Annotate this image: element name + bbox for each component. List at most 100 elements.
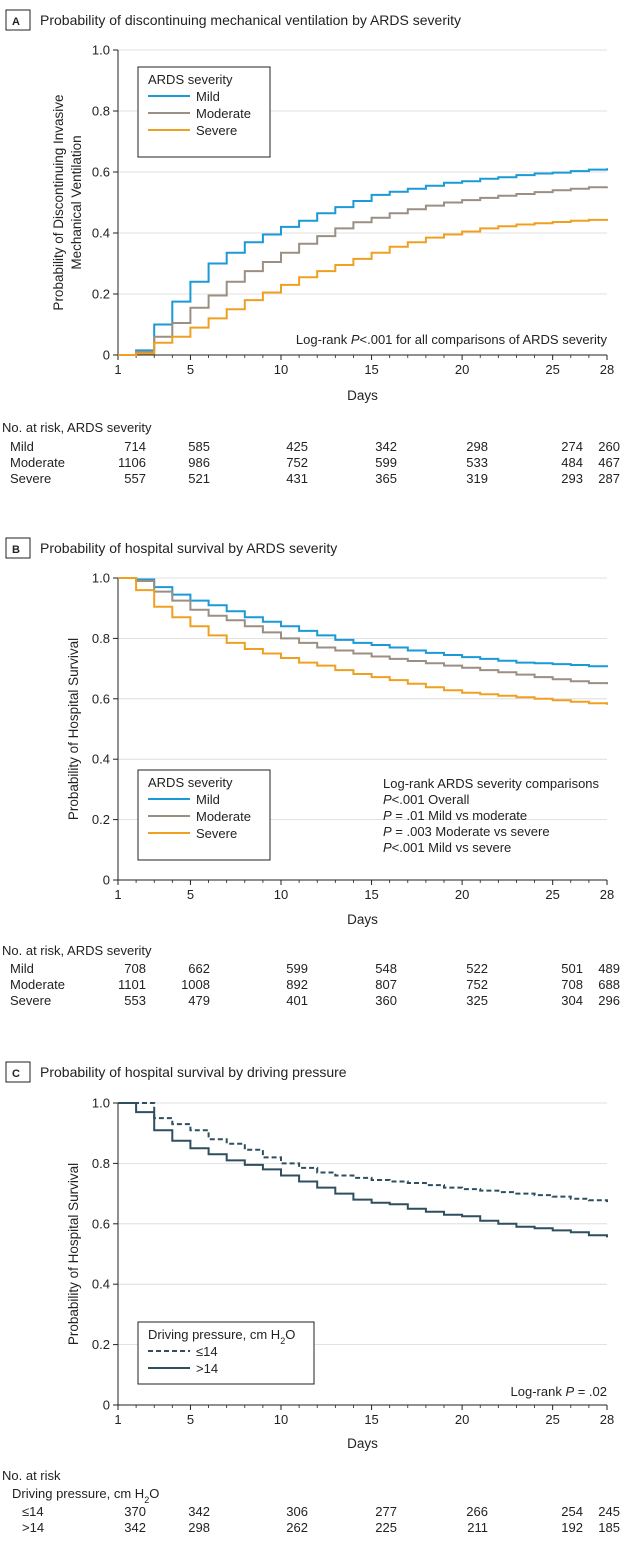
annotation-line-part: <.001 Mild vs severe <box>392 840 512 855</box>
risk-value: 688 <box>598 977 620 992</box>
y-tick-label: 0.2 <box>92 287 110 302</box>
y-tick-label: 0.8 <box>92 1156 110 1171</box>
risk-value: 585 <box>188 439 210 454</box>
risk-row-label: Mild <box>10 439 34 454</box>
risk-table-subheader-part: Driving pressure, cm H <box>12 1486 144 1501</box>
risk-value: 662 <box>188 961 210 976</box>
legend-title-part: Driving pressure, cm H <box>148 1327 280 1342</box>
series-line-2 <box>118 577 608 705</box>
risk-value: 1101 <box>118 977 146 992</box>
panel-letter-box <box>5 537 31 559</box>
annotation-line-part: P <box>383 792 392 807</box>
risk-value: 254 <box>561 1504 583 1519</box>
panel-letter-box <box>5 9 31 31</box>
risk-value: 370 <box>124 1504 146 1519</box>
risk-value: 342 <box>188 1504 210 1519</box>
annotation-line: Log-rank ARDS severity comparisons <box>383 776 600 791</box>
risk-table-subheader-part: 2 <box>144 1495 149 1505</box>
x-tick-label: 10 <box>274 1412 288 1427</box>
annotation-line-part: P <box>383 824 392 839</box>
risk-row-label: Moderate <box>10 455 65 470</box>
x-tick-label: 28 <box>600 362 614 377</box>
risk-value: 298 <box>188 1520 210 1535</box>
legend-title-part: 2 <box>280 1336 285 1346</box>
risk-value: 708 <box>124 961 146 976</box>
risk-table-header: No. at risk, ARDS severity <box>2 943 152 958</box>
risk-row-label: Severe <box>10 471 51 486</box>
x-tick-label: 10 <box>274 887 288 902</box>
y-tick-label: 0.4 <box>92 1277 110 1292</box>
panel-b: B Probability of hospital survival by ARD… <box>2 537 620 1008</box>
risk-value: 287 <box>598 471 620 486</box>
risk-value: 533 <box>466 455 488 470</box>
annotation-part: Log-rank <box>511 1384 566 1399</box>
risk-value: 304 <box>561 993 583 1008</box>
series-line-0 <box>118 577 608 668</box>
legend-title: Driving pressure, cm H2O <box>148 1327 295 1346</box>
risk-value: 298 <box>466 439 488 454</box>
y-axis-label: Probability of Discontinuing Invasive <box>51 94 66 310</box>
legend-entry: >14 <box>196 1361 218 1376</box>
risk-value: 360 <box>375 993 397 1008</box>
risk-value: 192 <box>561 1520 583 1535</box>
annotation-line-part: P <box>383 808 392 823</box>
y-tick-label: 0 <box>103 348 110 363</box>
x-tick-label: 25 <box>545 362 559 377</box>
risk-value: 553 <box>124 993 146 1008</box>
y-tick-label: 0.8 <box>92 104 110 119</box>
series-line-0 <box>118 1102 608 1203</box>
risk-value: 557 <box>124 471 146 486</box>
annotation-part: = .02 <box>574 1384 607 1399</box>
risk-value: 296 <box>598 993 620 1008</box>
x-axis-label: Days <box>347 912 378 927</box>
annotation-line-part: = .003 Moderate vs severe <box>392 824 550 839</box>
y-tick-label: 0.2 <box>92 1337 110 1352</box>
risk-value: 479 <box>188 993 210 1008</box>
risk-table-header: No. at risk <box>2 1468 61 1483</box>
risk-row-label: >14 <box>22 1520 44 1535</box>
panel-c: C Probability of hospital survival by dri… <box>2 1061 620 1535</box>
risk-value: 708 <box>561 977 583 992</box>
risk-value: 892 <box>286 977 308 992</box>
risk-value: 548 <box>375 961 397 976</box>
legend-title: ARDS severity <box>148 72 233 87</box>
x-tick-label: 1 <box>114 362 121 377</box>
y-tick-label: 0.6 <box>92 691 110 706</box>
x-tick-label: 15 <box>364 362 378 377</box>
risk-value: 277 <box>375 1504 397 1519</box>
risk-value: 274 <box>561 439 583 454</box>
risk-value: 484 <box>561 455 583 470</box>
risk-value: 262 <box>286 1520 308 1535</box>
series-line-1 <box>118 1102 608 1238</box>
y-tick-label: 1.0 <box>92 43 110 58</box>
risk-row-label: ≤14 <box>22 1504 44 1519</box>
x-axis-label: Days <box>347 1436 378 1451</box>
x-tick-label: 20 <box>455 362 469 377</box>
risk-value: 467 <box>598 455 620 470</box>
risk-row-label: Moderate <box>10 977 65 992</box>
x-tick-label: 1 <box>114 887 121 902</box>
risk-value: 425 <box>286 439 308 454</box>
series-line-1 <box>118 577 608 685</box>
risk-value: 342 <box>375 439 397 454</box>
y-tick-label: 0.4 <box>92 752 110 767</box>
risk-value: 599 <box>375 455 397 470</box>
risk-value: 266 <box>466 1504 488 1519</box>
y-tick-label: 0.8 <box>92 631 110 646</box>
x-axis-label: Days <box>347 388 378 403</box>
risk-table-subheader-part: O <box>149 1486 159 1501</box>
panel-letter: B <box>12 544 20 556</box>
risk-value: 293 <box>561 471 583 486</box>
risk-value: 431 <box>286 471 308 486</box>
risk-value: 752 <box>286 455 308 470</box>
risk-value: 260 <box>598 439 620 454</box>
y-tick-label: 0 <box>103 873 110 888</box>
x-tick-label: 15 <box>364 887 378 902</box>
risk-row-label: Mild <box>10 961 34 976</box>
x-tick-label: 25 <box>545 1412 559 1427</box>
risk-table-header: No. at risk, ARDS severity <box>2 420 152 435</box>
x-tick-label: 20 <box>455 1412 469 1427</box>
legend-box <box>137 1321 315 1385</box>
x-tick-label: 5 <box>187 1412 194 1427</box>
